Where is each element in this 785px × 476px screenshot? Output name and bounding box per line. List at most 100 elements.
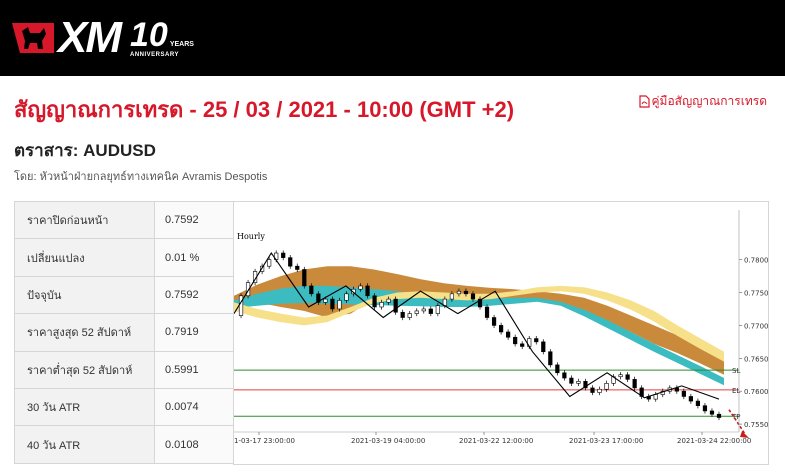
author-line: โดย: หัวหน้าฝ่ายกลยุทธ์ทางเทคนิค Avramis… — [14, 171, 268, 183]
chart-svg: SL EL TP Hourly 0.7800 0.7750 0.7700 0.7650 0.76… — [234, 210, 768, 445]
xm-logo[interactable]: XM 10 YEARS ANNIVERSARY — [12, 13, 194, 62]
candle-body — [618, 374, 623, 378]
x-tick-label: 2021-03-24 22:00:00 — [677, 437, 751, 445]
candle-body — [555, 364, 560, 374]
candle-body — [625, 374, 630, 380]
page-title: สัญญาณการเทรด - 25 / 03 / 2021 - 10:00 (… — [14, 97, 515, 122]
stats-value: 0.7919 — [154, 313, 235, 352]
candle-body — [491, 317, 497, 326]
stats-label: ราคาต่ำสุด 52 สัปดาห์ — [14, 350, 155, 389]
candle-body — [702, 405, 708, 412]
stats-row: ราคาสูงสุด 52 สัปดาห์ 0.7919 — [14, 313, 235, 352]
stats-row: 40 วัน ATR 0.0108 — [14, 425, 235, 464]
candle-body — [513, 336, 518, 345]
stats-row: เปลี่ยนแปลง 0.01 % — [14, 238, 235, 277]
candle-body — [520, 343, 525, 347]
candle-body — [470, 293, 476, 300]
anniversary-years: YEARS — [169, 41, 194, 48]
candle-body — [358, 285, 363, 290]
candle-body — [379, 302, 384, 308]
stats-label: ปัจจุบัน — [14, 275, 155, 315]
x-tick-label: 2021-03-19 04:00:00 — [351, 437, 425, 445]
candle-body — [716, 413, 722, 418]
candle-body — [288, 257, 293, 267]
stats-value: 0.7592 — [154, 200, 235, 240]
candle-body — [267, 259, 272, 267]
candle-body — [695, 400, 701, 406]
candle-body — [309, 285, 314, 295]
signal-manual-link[interactable]: คู่มือสัญญาณการเทรด — [638, 92, 768, 111]
instrument-heading: ตราสาร: AUDUSD — [14, 141, 156, 160]
candle-body — [245, 282, 251, 297]
pdf-icon — [638, 95, 650, 108]
candle-body — [456, 290, 462, 295]
x-tick-label: 1-03-17 23:00:00 — [234, 437, 295, 445]
stats-label: ราคาสูงสุด 52 สัปดาห์ — [14, 313, 155, 352]
candle-body — [506, 331, 511, 338]
candle-body — [281, 252, 286, 258]
candle-body — [681, 390, 686, 397]
bull-logo-icon — [12, 23, 54, 53]
candle-body — [407, 313, 412, 318]
anniversary-badge: 10 YEARS ANNIVERSARY — [130, 18, 194, 58]
signal-chart: SL EL TP Hourly 0.7800 0.7750 0.7700 0.7650 0.76… — [233, 201, 769, 465]
stats-row: ราคาต่ำสุด 52 สัปดาห์ 0.5991 — [14, 350, 235, 389]
candle-body — [386, 298, 391, 303]
y-tick-label: 0.7550 — [744, 421, 768, 429]
candle-body — [484, 306, 490, 318]
candle-body — [400, 311, 405, 318]
stats-table: ราคาปิดก่อนหน้า 0.7592 เปลี่ยนแปลง 0.01 % ปั… — [14, 200, 235, 464]
candle-body — [238, 295, 244, 316]
candle-body — [302, 269, 307, 287]
candle-body — [435, 305, 440, 314]
candle-body — [477, 298, 483, 308]
candle-body — [295, 265, 300, 270]
zigzag-line — [234, 251, 720, 400]
candle-body — [372, 295, 377, 308]
candle-body — [534, 338, 539, 343]
stats-value: 0.01 % — [154, 238, 235, 277]
y-tick-label: 0.7650 — [744, 355, 768, 363]
candle-body — [344, 293, 349, 301]
x-tick-label: 2021-03-22 12:00:00 — [459, 437, 533, 445]
candle-body — [653, 394, 658, 400]
target-arrow-head — [740, 430, 749, 438]
candle-body — [428, 308, 433, 314]
level-label-tp: TP — [731, 413, 741, 421]
stats-label: 30 วัน ATR — [14, 387, 155, 427]
candle-body — [316, 293, 321, 303]
candle-body — [330, 298, 335, 310]
candle-body — [576, 381, 581, 384]
candle-body — [590, 387, 595, 393]
anniversary-word: ANNIVERSARY — [130, 52, 179, 58]
stats-row: ราคาปิดก่อนหน้า 0.7592 — [14, 200, 235, 240]
candle-body — [337, 300, 342, 310]
site-header: XM 10 YEARS ANNIVERSARY — [0, 0, 785, 76]
candle-body — [449, 293, 454, 300]
candle-body — [548, 351, 553, 366]
candle-body — [709, 410, 715, 415]
candle-body — [604, 383, 609, 390]
y-tick-label: 0.7700 — [744, 322, 768, 330]
stats-label: ราคาปิดก่อนหน้า — [14, 200, 155, 240]
x-tick-label: 2021-03-23 17:00:00 — [569, 437, 643, 445]
candle-body — [569, 377, 574, 384]
stats-value: 0.5991 — [154, 350, 235, 389]
stats-value: 0.0108 — [154, 425, 235, 464]
candle-body — [632, 379, 637, 389]
stats-value: 0.0074 — [154, 387, 235, 427]
signal-manual-label: คู่มือสัญญาณการเทรด — [651, 94, 768, 108]
y-tick-label: 0.7800 — [744, 257, 768, 265]
candle-body — [421, 308, 426, 312]
y-tick-label: 0.7600 — [744, 388, 768, 396]
stats-label: เปลี่ยนแปลง — [14, 238, 155, 277]
level-label-sl: SL — [732, 367, 740, 375]
candle-body — [541, 341, 546, 353]
chart-title: Hourly — [237, 232, 265, 241]
candle-body — [583, 381, 588, 389]
candle-body — [688, 396, 693, 402]
y-tick-label: 0.7750 — [744, 290, 768, 298]
logo-text: XM — [58, 13, 122, 62]
candle-body — [323, 298, 328, 303]
candle-body — [597, 388, 602, 393]
